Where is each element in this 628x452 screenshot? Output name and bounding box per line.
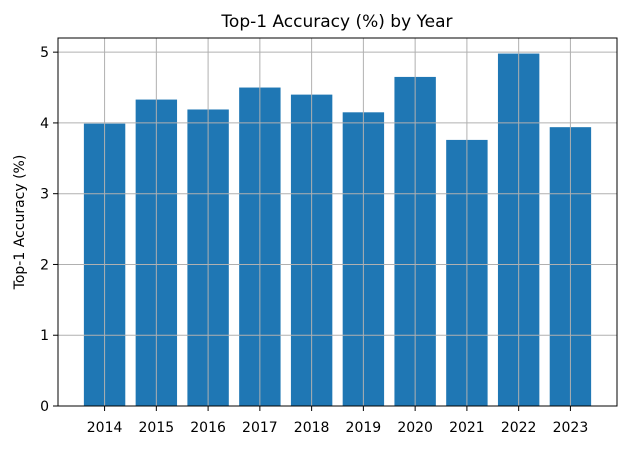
x-tick-label-2015: 2015 <box>139 420 175 436</box>
y-tick-label-1: 1 <box>40 328 49 344</box>
y-tick-label-3: 3 <box>40 187 49 203</box>
x-tick-label-2017: 2017 <box>242 420 278 436</box>
y-tick-label-5: 5 <box>40 45 49 61</box>
y-tick-label-4: 4 <box>40 116 49 132</box>
axis-layer: 0 1 2 3 4 5 2014 2015 2016 2017 2018 2019 2020 2021 20… <box>40 37 618 436</box>
y-tick-label-2: 2 <box>40 257 49 273</box>
y-tick-label-0: 0 <box>40 399 49 415</box>
chart-title: Top-1 Accuracy (%) by Year <box>220 12 452 32</box>
x-tick-label-2014: 2014 <box>87 420 123 436</box>
x-tick-label-2016: 2016 <box>190 420 226 436</box>
x-tick-label-2022: 2022 <box>501 420 537 436</box>
x-tick-label-2020: 2020 <box>397 420 433 436</box>
x-tick-label-2023: 2023 <box>553 420 589 436</box>
y-axis-label: Top-1 Accuracy (%) <box>12 155 28 291</box>
x-tick-label-2021: 2021 <box>449 420 485 436</box>
plot-frame <box>57 37 618 407</box>
x-tick-label-2019: 2019 <box>346 420 382 436</box>
x-tick-label-2018: 2018 <box>294 420 330 436</box>
bar-layer <box>83 53 592 407</box>
